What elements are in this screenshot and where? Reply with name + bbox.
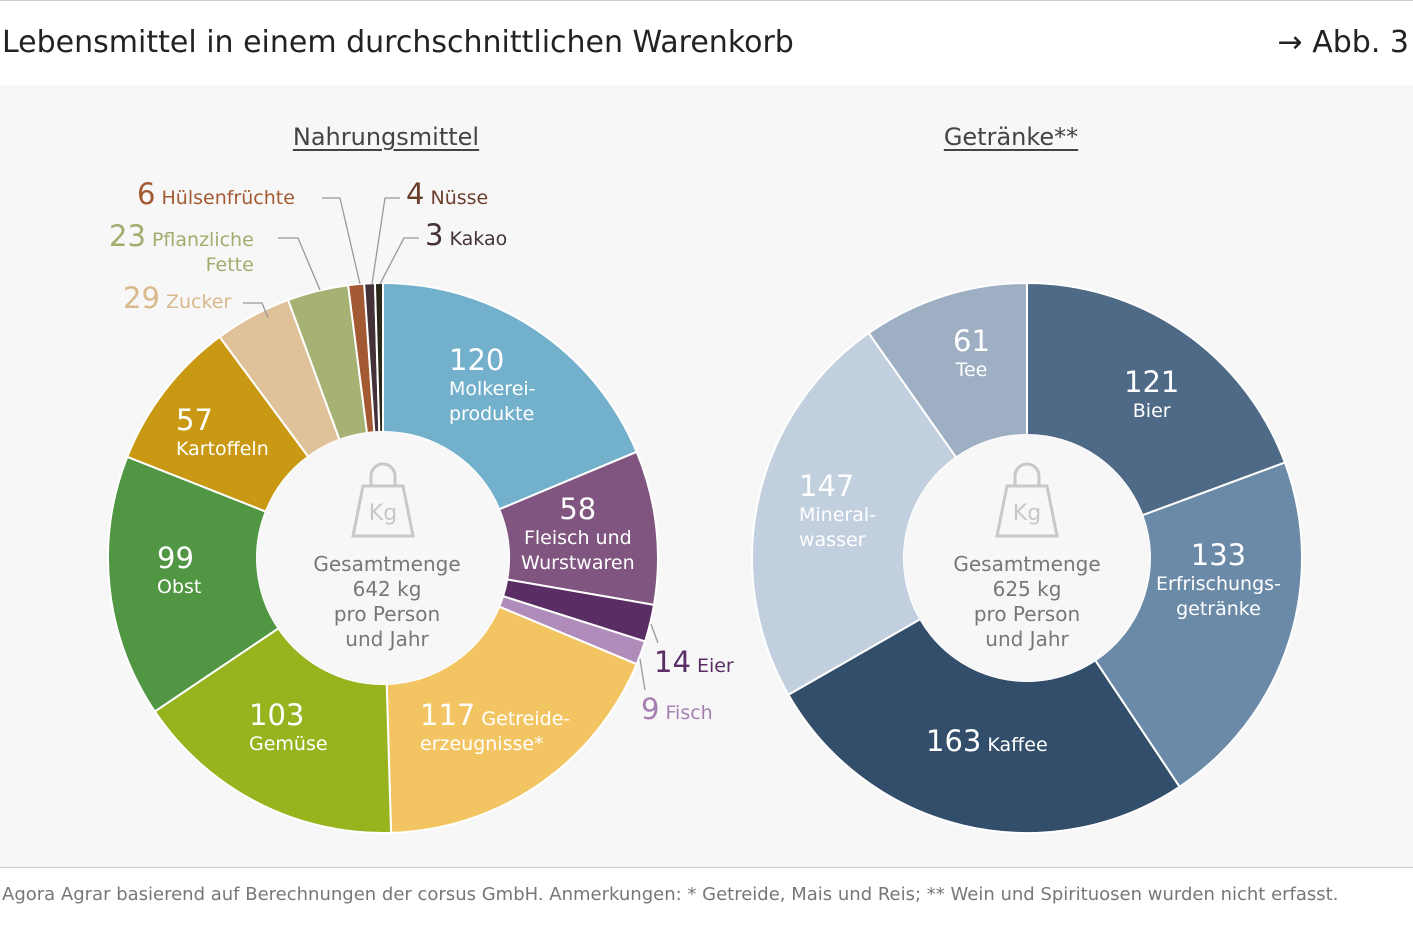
leader-line: [322, 197, 361, 285]
weight-kg-icon: Kg: [351, 462, 415, 538]
label-kakao: 3 Kakao: [425, 218, 508, 252]
leader-line: [243, 302, 269, 319]
donut-hole: [904, 435, 1150, 681]
slice-bier: [1026, 281, 1287, 517]
leader-line: [371, 197, 400, 285]
donut-hole: [257, 432, 509, 684]
label-fette: 23 Pflanzliche Fette: [109, 219, 254, 277]
label-tee: 61 Tee: [953, 324, 990, 382]
leader-line: [278, 237, 321, 291]
label-fleisch: 58 Fleisch und Wurstwaren: [521, 492, 635, 575]
center-text-food: Gesamtmenge 642 kg pro Person und Jahr: [313, 552, 461, 651]
label-bier: 121 Bier: [1124, 365, 1180, 423]
label-erfrischung: 133 Erfrischungs-getränke: [1156, 538, 1281, 621]
label-zucker: 29 Zucker: [123, 281, 232, 315]
label-mineral: 147 Mineral-wasser: [799, 469, 876, 552]
chart-title-drinks: Getränke**: [943, 123, 1079, 151]
figure-title: Lebensmittel in einem durchschnittlichen…: [2, 25, 794, 60]
figure-reference: → Abb. 3: [1277, 25, 1409, 60]
svg-text:Kg: Kg: [369, 501, 397, 526]
footnote: Agora Agrar basierend auf Berechnungen d…: [2, 884, 1339, 905]
label-eier: 14 Eier: [654, 645, 734, 679]
label-huelsen: 6 Hülsenfrüchte: [137, 177, 295, 211]
label-getreide: 117 Getreide-erzeugnisse*: [420, 698, 571, 756]
leader-line: [650, 623, 659, 644]
leader-line: [379, 237, 419, 285]
label-kartoffeln: 57 Kartoffeln: [176, 403, 269, 461]
weight-kg-icon: Kg: [995, 462, 1059, 538]
label-nuesse: 4 Nüsse: [406, 177, 489, 211]
label-kaffee: 163 Kaffee: [926, 724, 1048, 758]
center-text-drinks: Gesamtmenge 625 kg pro Person und Jahr: [953, 552, 1101, 651]
chart-title-food: Nahrungsmittel: [292, 123, 480, 151]
label-obst: 99 Obst: [157, 541, 202, 599]
leader-line: [639, 658, 646, 691]
label-molkerei: 120 Molkerei-produkte: [449, 343, 536, 426]
label-fisch: 9 Fisch: [641, 692, 713, 726]
label-gemuese: 103 Gemüse: [249, 698, 328, 756]
header: Lebensmittel in einem durchschnittlichen…: [0, 0, 1413, 86]
svg-text:Kg: Kg: [1013, 501, 1041, 526]
